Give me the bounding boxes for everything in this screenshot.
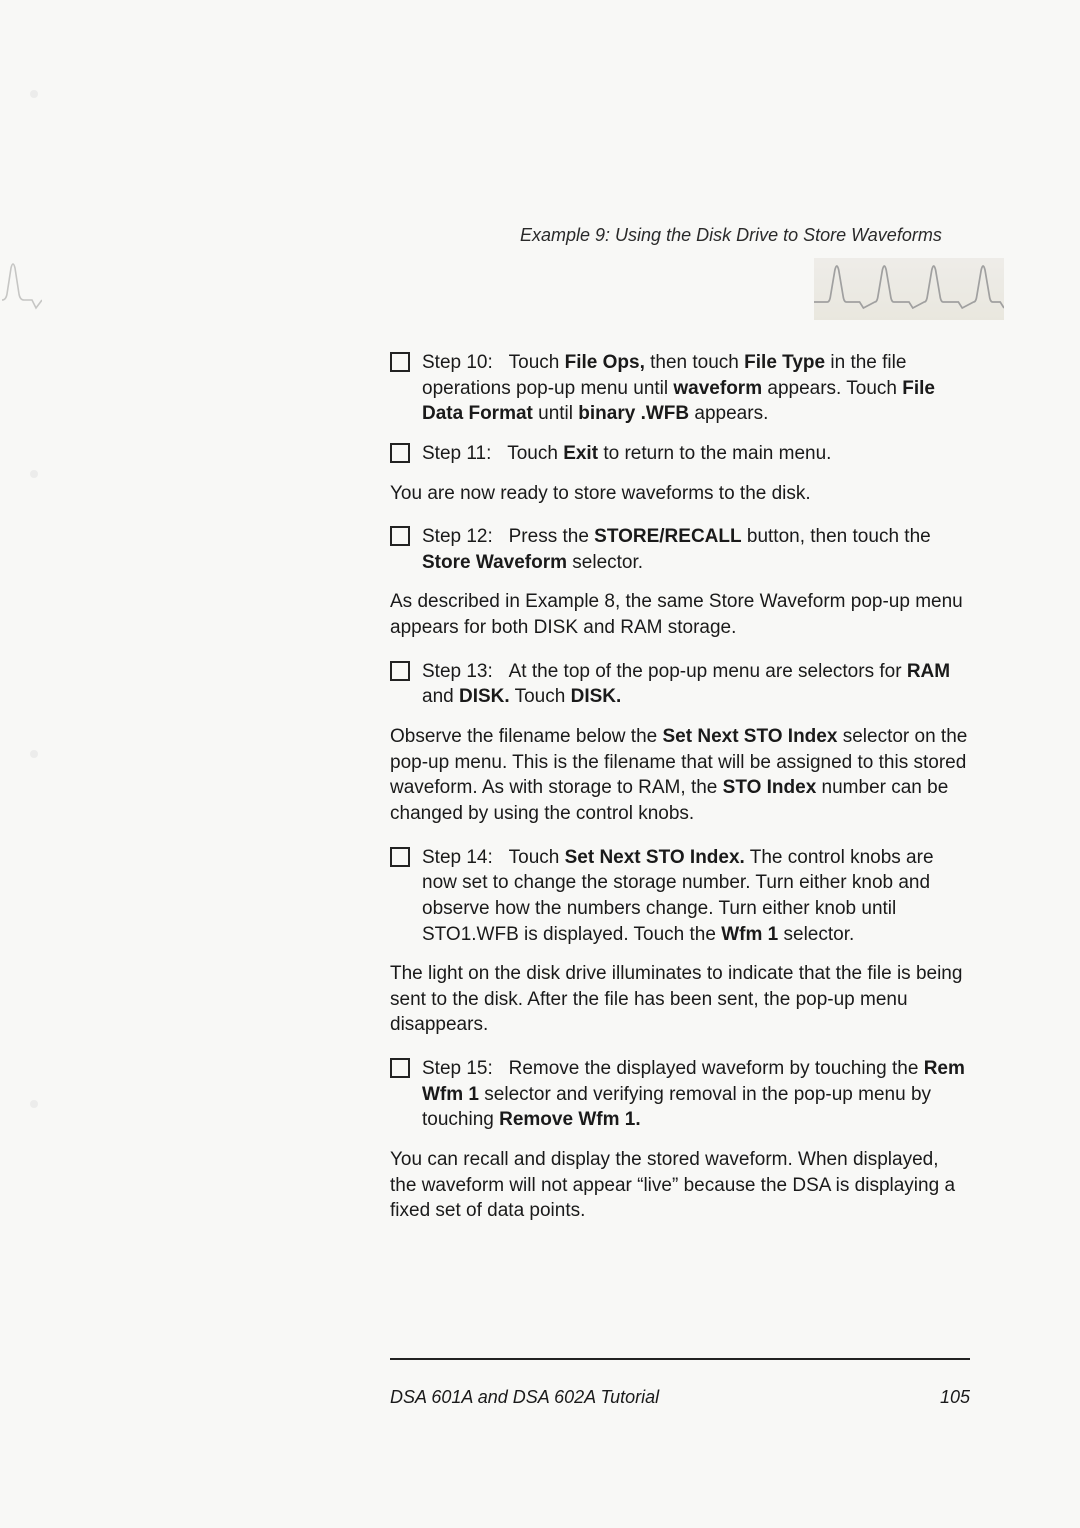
text: You can recall and display the stored wa…: [390, 1149, 955, 1221]
text: selector.: [778, 924, 854, 945]
bold-text: File Ops,: [565, 352, 645, 373]
paragraph: You can recall and display the stored wa…: [390, 1147, 970, 1224]
bold-text: File Type: [744, 352, 825, 373]
step-15: Step 15: Remove the displayed waveform b…: [390, 1056, 970, 1133]
bold-text: Set Next STO Index.: [565, 847, 745, 868]
paragraph: You are now ready to store waveforms to …: [390, 481, 970, 507]
text: Press the: [509, 526, 595, 547]
scan-margin: [0, 0, 50, 1528]
binding-hole: [30, 1100, 38, 1108]
text: selector.: [567, 552, 643, 573]
step-11-text: Step 11: Touch Exit to return to the mai…: [422, 441, 831, 467]
header-waveform-icon: [814, 258, 1004, 320]
step-label: Step 10:: [422, 352, 509, 373]
step-12: Step 12: Press the STORE/RECALL button, …: [390, 524, 970, 575]
text: Touch: [507, 443, 563, 464]
text: Touch: [510, 686, 571, 707]
binding-hole: [30, 90, 38, 98]
footer-book-title: DSA 601A and DSA 602A Tutorial: [390, 1387, 659, 1408]
bold-text: STORE/RECALL: [594, 526, 741, 547]
step-14-text: Step 14: Touch Set Next STO Index. The c…: [422, 845, 970, 948]
step-15-text: Step 15: Remove the displayed waveform b…: [422, 1056, 970, 1133]
step-label: Step 15:: [422, 1058, 509, 1079]
step-label: Step 12:: [422, 526, 509, 547]
bold-text: DISK.: [459, 686, 510, 707]
step-11: Step 11: Touch Exit to return to the mai…: [390, 441, 970, 467]
footer: DSA 601A and DSA 602A Tutorial 105: [390, 1387, 970, 1408]
content-column: Step 10: Touch File Ops, then touch File…: [390, 350, 970, 1242]
footer-rule: [390, 1358, 970, 1360]
paragraph: Observe the filename below the Set Next …: [390, 724, 970, 827]
text: Observe the filename below the: [390, 726, 663, 747]
page: Example 9: Using the Disk Drive to Store…: [0, 0, 1080, 1528]
bold-text: Set Next STO Index: [663, 726, 838, 747]
checkbox-icon: [390, 661, 410, 681]
text: appears.: [689, 403, 768, 424]
step-label: Step 11:: [422, 443, 507, 464]
bold-text: Wfm 1: [721, 924, 778, 945]
bold-text: DISK.: [571, 686, 622, 707]
step-13: Step 13: At the top of the pop-up menu a…: [390, 659, 970, 710]
wave-path: [2, 264, 42, 308]
margin-waveform-icon: [2, 260, 42, 315]
bold-text: RAM: [907, 661, 950, 682]
step-label: Step 14:: [422, 847, 509, 868]
checkbox-icon: [390, 1058, 410, 1078]
paragraph: As described in Example 8, the same Stor…: [390, 589, 970, 640]
step-label: Step 13:: [422, 661, 509, 682]
step-13-text: Step 13: At the top of the pop-up menu a…: [422, 659, 970, 710]
bold-text: binary .WFB: [578, 403, 689, 424]
checkbox-icon: [390, 526, 410, 546]
checkbox-icon: [390, 847, 410, 867]
text: At the top of the pop-up menu are select…: [509, 661, 907, 682]
page-header-title: Example 9: Using the Disk Drive to Store…: [520, 225, 1005, 246]
text: Remove the displayed waveform by touchin…: [509, 1058, 924, 1079]
checkbox-icon: [390, 443, 410, 463]
text: Touch: [509, 352, 565, 373]
step-14: Step 14: Touch Set Next STO Index. The c…: [390, 845, 970, 948]
bold-text: Store Waveform: [422, 552, 567, 573]
step-12-text: Step 12: Press the STORE/RECALL button, …: [422, 524, 970, 575]
bold-text: Remove Wfm 1.: [499, 1109, 640, 1130]
text: The light on the disk drive illuminates …: [390, 963, 962, 1035]
checkbox-icon: [390, 352, 410, 372]
text: and: [422, 686, 459, 707]
text: appears. Touch: [762, 378, 902, 399]
text: to return to the main menu.: [598, 443, 831, 464]
footer-page-number: 105: [940, 1387, 970, 1408]
step-10: Step 10: Touch File Ops, then touch File…: [390, 350, 970, 427]
text: As described in Example 8, the same Stor…: [390, 591, 963, 638]
bold-text: Exit: [563, 443, 598, 464]
text: You are now ready to store waveforms to …: [390, 483, 811, 504]
bold-text: waveform: [673, 378, 762, 399]
text: then touch: [645, 352, 744, 373]
text: button, then touch the: [742, 526, 931, 547]
binding-hole: [30, 750, 38, 758]
bold-text: STO Index: [723, 777, 817, 798]
binding-hole: [30, 470, 38, 478]
text: until: [533, 403, 578, 424]
paragraph: The light on the disk drive illuminates …: [390, 961, 970, 1038]
text: Touch: [509, 847, 565, 868]
step-10-text: Step 10: Touch File Ops, then touch File…: [422, 350, 970, 427]
